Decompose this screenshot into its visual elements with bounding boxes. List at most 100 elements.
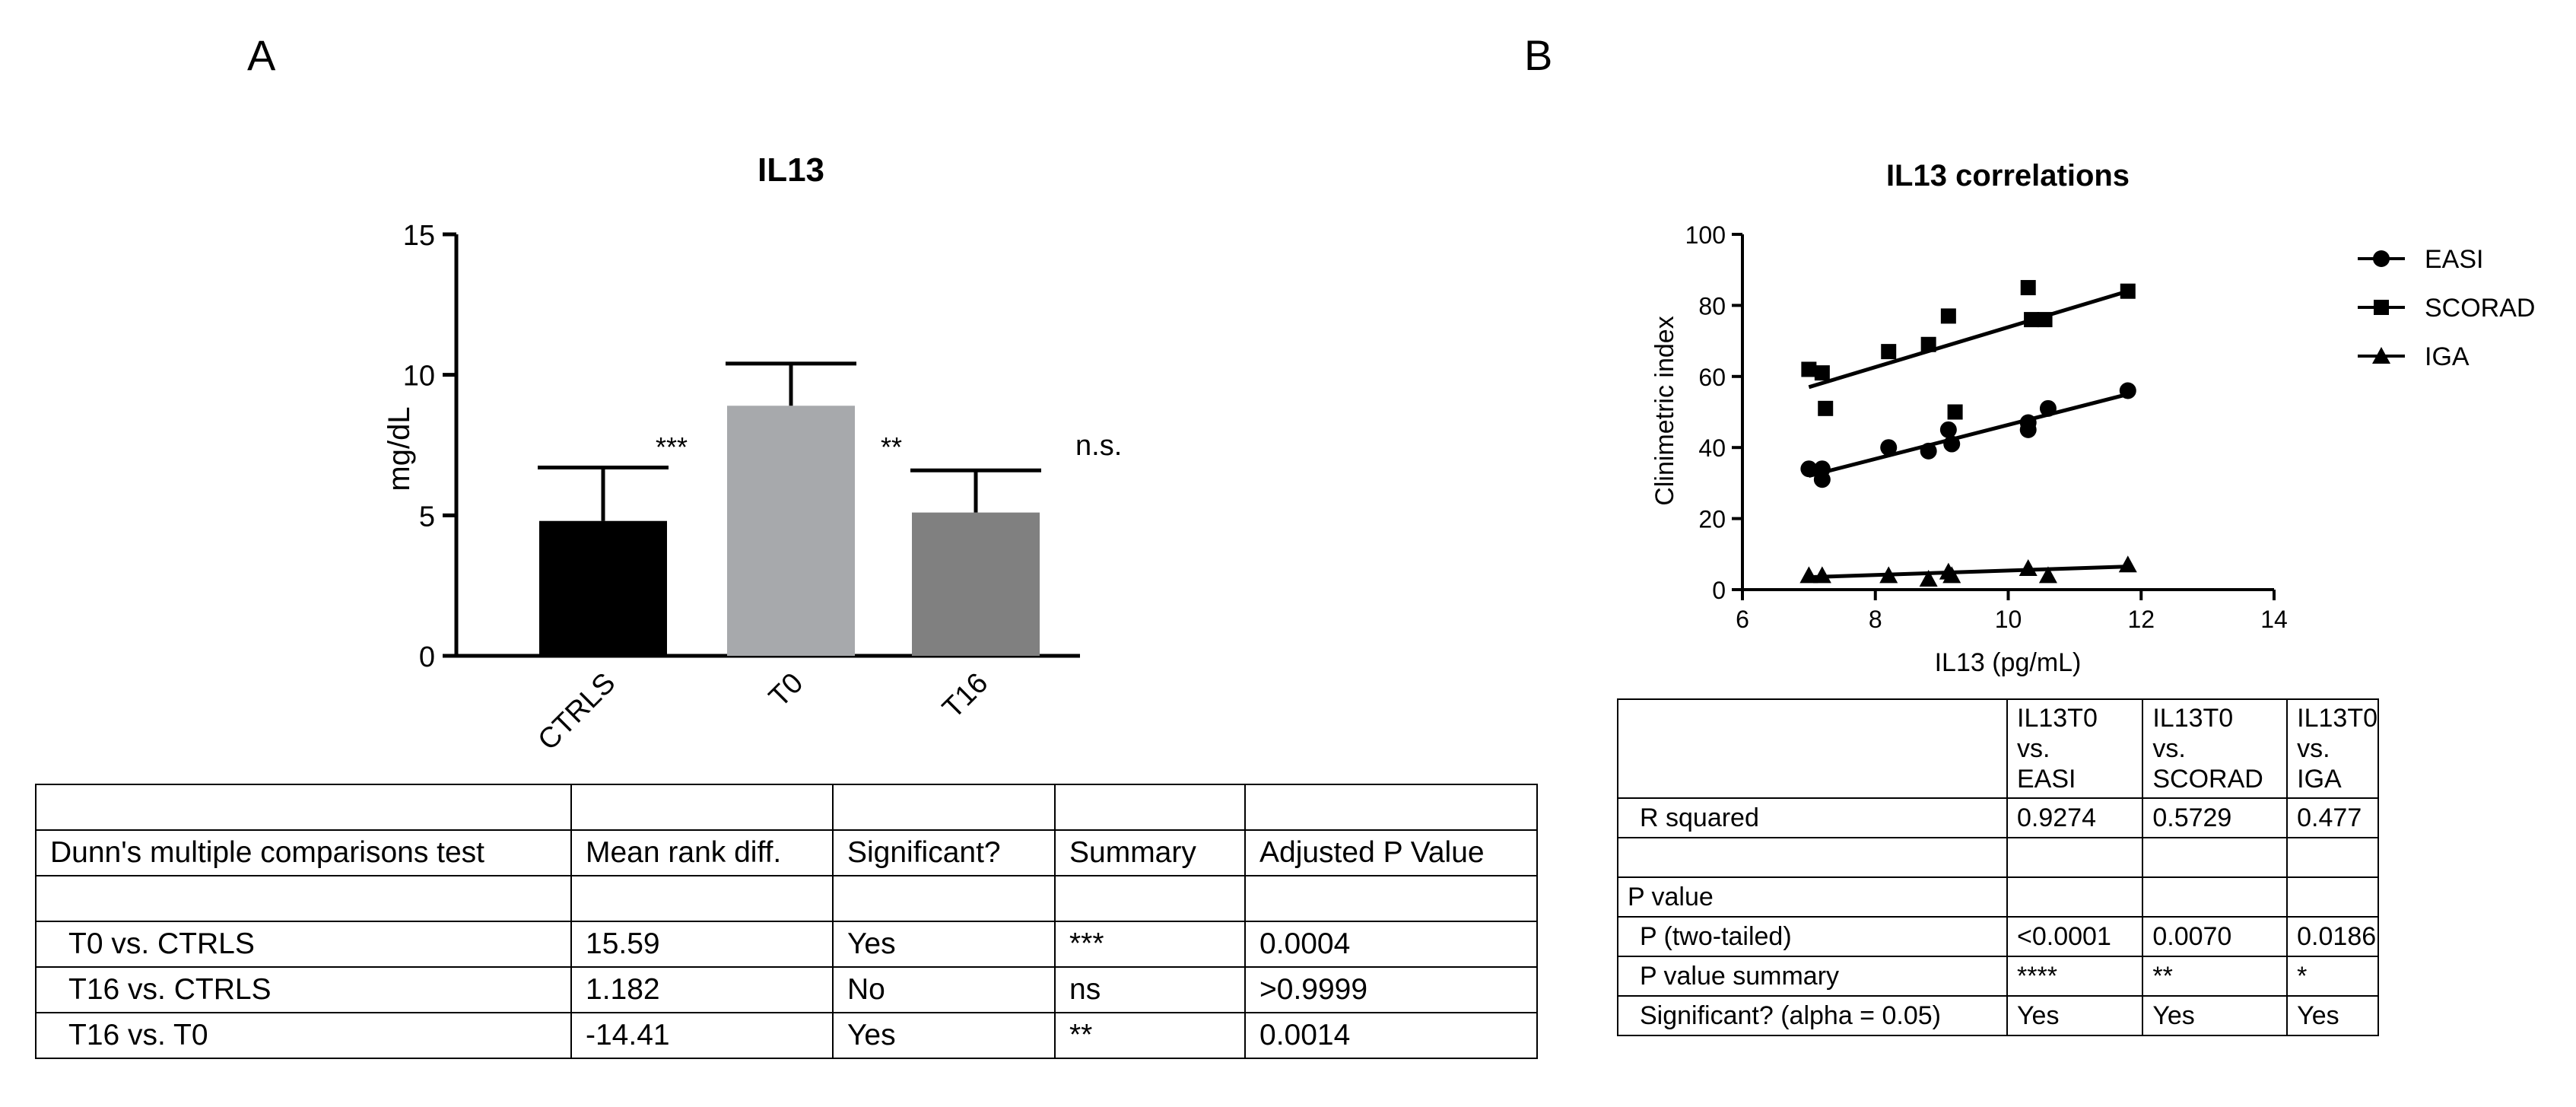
chart-title: IL13 correlations bbox=[1886, 159, 2130, 192]
x-tick-label: CTRLS bbox=[532, 667, 622, 757]
point-scorad bbox=[1947, 404, 1963, 420]
significance-annotation: *** bbox=[656, 431, 688, 463]
y-tick-label: 5 bbox=[419, 501, 435, 533]
point-iga bbox=[2038, 566, 2057, 584]
r-squared-label: R squared bbox=[1617, 797, 2008, 838]
table-row: T16 vs. T0 -14.41 Yes ** 0.0014 bbox=[35, 1012, 1538, 1059]
scatter-chart-il13-correlations: IL13 correlations 0 20 40 60 80 100 6 8 10 12 14 IL1… bbox=[1650, 159, 2535, 677]
point-iga bbox=[1799, 566, 1818, 584]
summary-value: ns bbox=[1054, 966, 1246, 1013]
y-tick-label: 0 bbox=[419, 641, 435, 673]
summary-value: *** bbox=[1054, 921, 1246, 968]
significant-value: Yes bbox=[832, 921, 1056, 968]
significant-scorad: Yes bbox=[2142, 995, 2289, 1036]
x-tick-label: 6 bbox=[1736, 606, 1749, 633]
adjusted-p-value: 0.0004 bbox=[1244, 921, 1538, 968]
table-header-row: IL13T0 vs. EASI IL13T0 vs. SCORAD IL13T0… bbox=[1617, 698, 2379, 799]
legend-marker-scorad bbox=[2374, 300, 2389, 315]
y-tick-label: 80 bbox=[1698, 292, 1726, 320]
r-squared-iga: 0.477 bbox=[2286, 797, 2379, 838]
y-tick-label: 10 bbox=[403, 361, 435, 393]
significance-annotation: n.s. bbox=[1075, 430, 1122, 462]
point-scorad bbox=[1818, 400, 1834, 416]
header-iga: IL13T0 vs. IGA bbox=[2286, 698, 2379, 799]
point-easi bbox=[2019, 414, 2037, 431]
x-axis-label: IL13 (pg/mL) bbox=[1935, 648, 2082, 677]
point-easi bbox=[1920, 442, 1937, 460]
significant-iga: Yes bbox=[2286, 995, 2379, 1036]
header-mean-rank-diff: Mean rank diff. bbox=[570, 829, 834, 876]
table-row: P value bbox=[1617, 876, 2379, 918]
y-tick-label: 40 bbox=[1698, 434, 1726, 462]
point-scorad bbox=[2024, 312, 2040, 328]
table-row: R squared 0.9274 0.5729 0.477 bbox=[1617, 797, 2379, 838]
x-tick-label: 12 bbox=[2127, 606, 2155, 633]
y-tick-label: 15 bbox=[403, 220, 435, 252]
x-tick-label: T0 bbox=[763, 667, 809, 714]
y-tick-label: 0 bbox=[1712, 577, 1726, 604]
mean-rank-diff: 1.182 bbox=[570, 966, 834, 1013]
fit-line-iga bbox=[1809, 565, 2128, 580]
bar-t16 bbox=[912, 512, 1040, 656]
r-squared-easi: 0.9274 bbox=[2006, 797, 2144, 838]
table-row: P (two-tailed) <0.0001 0.0070 0.0186 bbox=[1617, 916, 2379, 957]
point-iga bbox=[2019, 558, 2038, 576]
dunn-comparisons-table: Dunn's multiple comparisons test Mean ra… bbox=[35, 784, 1538, 1059]
x-tick-label: 14 bbox=[2260, 606, 2288, 633]
point-scorad bbox=[1801, 361, 1817, 377]
p-value-section-label: P value bbox=[1617, 876, 2008, 918]
header-adjusted-p: Adjusted P Value bbox=[1244, 829, 1538, 876]
chart-title: IL13 bbox=[758, 151, 824, 189]
point-scorad bbox=[1814, 365, 1830, 381]
header-scorad: IL13T0 vs. SCORAD bbox=[2142, 698, 2289, 799]
table-row-blank bbox=[35, 875, 1538, 922]
header-significant: Significant? bbox=[832, 829, 1056, 876]
legend-marker-iga bbox=[2372, 347, 2390, 364]
summary-value: ** bbox=[1054, 1012, 1246, 1059]
significance-annotation: ** bbox=[881, 431, 902, 463]
r-squared-scorad: 0.5729 bbox=[2142, 797, 2289, 838]
point-iga bbox=[2118, 555, 2137, 573]
bar-ctrls bbox=[539, 520, 667, 656]
header-test: Dunn's multiple comparisons test bbox=[35, 829, 572, 876]
table-row-blank bbox=[1617, 837, 2379, 878]
table-row: P value summary **** ** * bbox=[1617, 956, 2379, 997]
point-easi bbox=[1880, 439, 1898, 456]
point-iga bbox=[1919, 569, 1938, 587]
p-two-tailed-scorad: 0.0070 bbox=[2142, 916, 2289, 957]
point-scorad bbox=[2037, 312, 2053, 328]
point-easi bbox=[1813, 471, 1831, 488]
significant-easi: Yes bbox=[2006, 995, 2144, 1036]
x-tick-label: 10 bbox=[1995, 606, 2022, 633]
point-scorad bbox=[2020, 280, 2036, 296]
point-scorad bbox=[1881, 344, 1897, 360]
p-summary-label: P value summary bbox=[1617, 956, 2008, 997]
table-row: Significant? (alpha = 0.05) Yes Yes Yes bbox=[1617, 995, 2379, 1036]
legend-label-easi: EASI bbox=[2425, 245, 2483, 274]
p-summary-iga: * bbox=[2286, 956, 2379, 997]
x-tick-label: T16 bbox=[936, 667, 994, 725]
point-easi bbox=[1943, 435, 1961, 453]
p-two-tailed-easi: <0.0001 bbox=[2006, 916, 2144, 957]
comparison-label: T16 vs. T0 bbox=[35, 1012, 572, 1059]
significant-value: Yes bbox=[832, 1012, 1056, 1059]
p-summary-easi: **** bbox=[2006, 956, 2144, 997]
mean-rank-diff: -14.41 bbox=[570, 1012, 834, 1059]
y-axis-label: Clinimetric index bbox=[1650, 316, 1679, 505]
panel-label-b: B bbox=[1524, 31, 1553, 79]
comparison-label: T0 vs. CTRLS bbox=[35, 921, 572, 968]
point-easi bbox=[2119, 382, 2136, 399]
point-easi bbox=[1800, 460, 1818, 478]
table-row: T16 vs. CTRLS 1.182 No ns >0.9999 bbox=[35, 966, 1538, 1013]
point-scorad bbox=[1920, 336, 1936, 352]
point-iga bbox=[1812, 566, 1831, 584]
header-summary: Summary bbox=[1054, 829, 1246, 876]
point-scorad bbox=[2120, 283, 2136, 299]
p-two-tailed-label: P (two-tailed) bbox=[1617, 916, 2008, 957]
comparison-label: T16 vs. CTRLS bbox=[35, 966, 572, 1013]
correlation-table: IL13T0 vs. EASI IL13T0 vs. SCORAD IL13T0… bbox=[1617, 698, 2379, 1036]
y-axis-label: mg/dL bbox=[383, 406, 416, 491]
legend-label-scorad: SCORAD bbox=[2425, 294, 2535, 323]
y-tick-label: 60 bbox=[1698, 364, 1726, 391]
